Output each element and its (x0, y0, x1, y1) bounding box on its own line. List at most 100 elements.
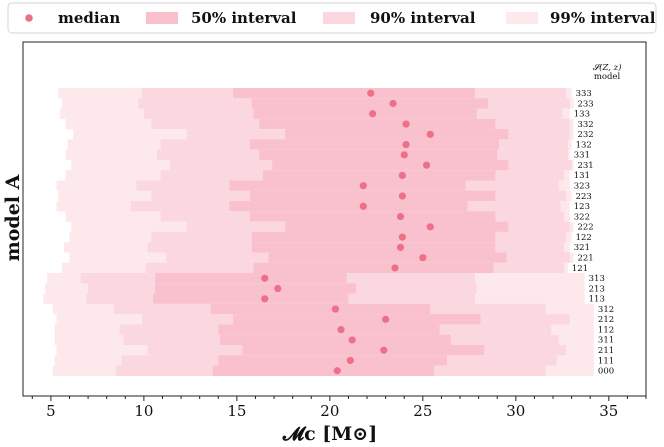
row-label-133: 133 (574, 110, 590, 120)
bar-i50-111 (218, 355, 448, 366)
row-331 (65, 149, 570, 161)
median-point-233 (389, 99, 397, 108)
median-point-221 (419, 254, 427, 262)
row-label-bg-321 (571, 242, 590, 253)
median-point-312 (331, 305, 340, 313)
row-label-bg-333 (573, 88, 592, 98)
row-label-bg-331 (571, 150, 590, 160)
bar-i50-212 (233, 314, 481, 325)
row-label-111: 111 (598, 356, 614, 366)
row-label-213: 213 (589, 284, 605, 294)
x-tick-label-5: 5 (46, 402, 56, 420)
row-311 (54, 334, 594, 346)
row-label-bg-233 (575, 98, 594, 109)
row-label-bg-122 (573, 232, 592, 242)
x-tick-label-15: 15 (227, 402, 246, 420)
median-point-121 (391, 264, 399, 272)
row-322 (65, 211, 570, 222)
bar-i50-321 (251, 242, 496, 253)
row-213 (45, 283, 585, 294)
row-label-223: 223 (576, 192, 592, 202)
bar-i50-231 (272, 159, 509, 171)
row-label-331: 331 (574, 151, 590, 161)
median-point-322 (396, 212, 405, 221)
row-label-112: 112 (598, 325, 614, 335)
row-122 (69, 231, 572, 243)
bar-i50-311 (220, 334, 451, 346)
row-321 (63, 242, 570, 253)
bar-i50-213 (155, 283, 356, 294)
row-label-322: 322 (574, 212, 590, 222)
row-label-bg-232 (575, 129, 594, 140)
bar-i50-322 (249, 211, 496, 222)
bar-i50-323 (229, 180, 466, 191)
row-label-bg-123 (571, 201, 590, 211)
median-point-321 (396, 243, 405, 251)
row-label-bg-212 (595, 314, 614, 325)
x-tick-label-20: 20 (320, 402, 339, 420)
row-label-bg-132 (573, 139, 592, 150)
row-label-bg-221 (575, 252, 594, 263)
row-000 (52, 365, 594, 376)
legend-label-i99: 99% interval (550, 9, 656, 27)
row-label-123: 123 (574, 202, 590, 212)
row-label-bg-133 (571, 109, 590, 119)
median-point-213 (274, 284, 282, 293)
row-label-bg-131 (571, 170, 590, 181)
bar-i50-211 (242, 345, 485, 356)
row-113 (43, 293, 585, 304)
row-313 (47, 273, 585, 284)
row-label-311: 311 (598, 336, 614, 346)
row-label-bg-322 (571, 211, 590, 222)
row-label-231: 231 (577, 161, 593, 171)
x-tick-label-35: 35 (599, 402, 618, 420)
plot-border (22, 41, 647, 397)
bar-i50-000 (212, 365, 434, 376)
median-point-223 (398, 192, 406, 200)
row-211 (56, 345, 594, 356)
row-label-332: 332 (577, 120, 593, 130)
x-tick-label-25: 25 (413, 402, 432, 420)
legend-label-i50: 50% interval (191, 9, 297, 27)
row-labels: 3332331333322321323312311313232231233222… (569, 88, 614, 377)
row-label-bg-312 (595, 304, 614, 314)
row-121 (62, 262, 568, 274)
row-label-113: 113 (589, 295, 605, 305)
row-label-bg-311 (595, 335, 614, 345)
median-point-122 (398, 233, 406, 241)
label-header-model: model (594, 72, 621, 82)
row-221 (69, 252, 574, 263)
bar-i50-332 (259, 118, 496, 130)
row-label-bg-213 (586, 283, 605, 294)
bar-i50-312 (210, 303, 431, 315)
median-point-113 (261, 295, 269, 303)
row-111 (54, 355, 594, 366)
median-point-123 (359, 202, 367, 210)
row-label-132: 132 (576, 140, 592, 150)
legend-swatch-i99 (506, 12, 538, 24)
row-312 (52, 303, 594, 315)
bar-i50-223 (249, 190, 496, 202)
bar-i50-131 (262, 170, 496, 181)
row-332 (65, 118, 574, 130)
row-label-221: 221 (577, 253, 593, 263)
row-131 (65, 170, 570, 181)
median-point-311 (348, 336, 356, 344)
row-label-312: 312 (598, 305, 614, 315)
legend-label-median: median (58, 9, 120, 27)
bar-i50-221 (268, 252, 507, 263)
legend-swatch-median (25, 14, 33, 22)
legend-swatch-i90 (323, 12, 355, 24)
row-label-bg-113 (586, 294, 605, 304)
bar-i50-121 (253, 262, 494, 274)
row-223 (58, 190, 572, 202)
bar-i50-112 (218, 324, 440, 335)
median-point-222 (426, 223, 434, 231)
median-point-212 (382, 315, 390, 323)
bar-i50-233 (251, 98, 488, 109)
median-point-000 (333, 367, 341, 375)
legend-label-i90: 90% interval (370, 9, 476, 27)
row-label-bg-211 (595, 345, 614, 355)
row-label-bg-323 (571, 181, 590, 191)
median-point-331 (400, 151, 408, 159)
